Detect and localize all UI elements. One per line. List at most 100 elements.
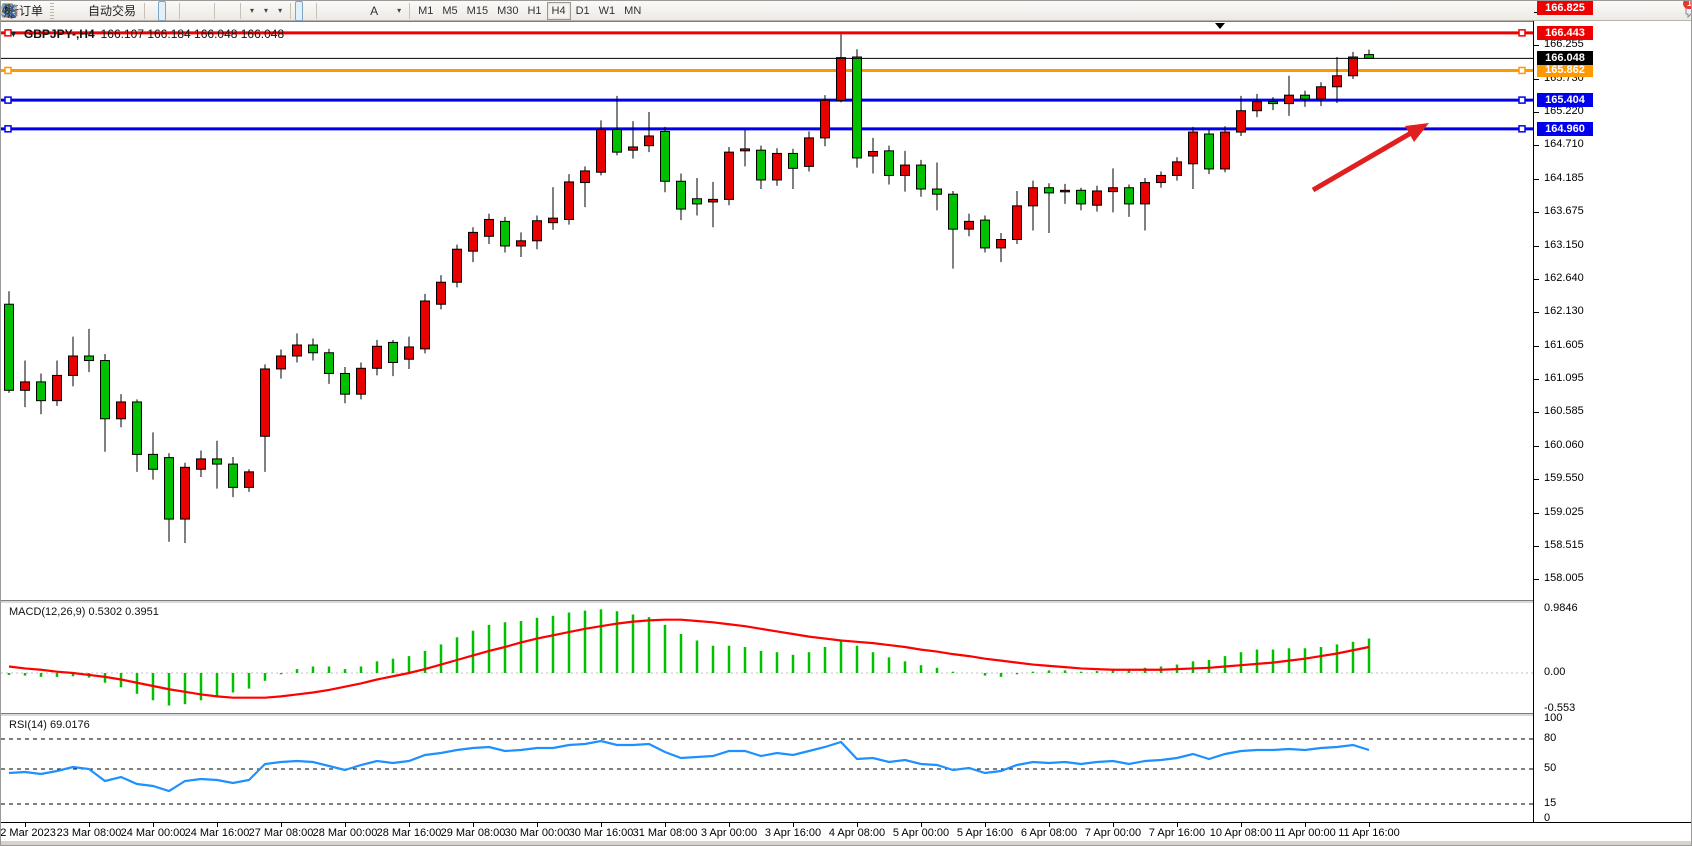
- price-tick-label: 80: [1544, 732, 1557, 744]
- market-button[interactable]: [2, 1, 65, 21]
- channel-button[interactable]: E: [2, 1, 356, 21]
- candle: [164, 457, 174, 520]
- candle: [628, 146, 638, 151]
- candle: [132, 401, 142, 455]
- notification-badge: 1: [1683, 1, 1691, 9]
- autotrading-button[interactable]: 自动交易: [2, 1, 140, 21]
- candle: [532, 220, 542, 242]
- profile-button[interactable]: [2, 1, 74, 21]
- candle: [1092, 190, 1102, 206]
- toolbar: 新订单 自动交易: [1, 1, 1691, 21]
- price-tick-mark: [1534, 411, 1539, 413]
- crosshair-button[interactable]: [2, 1, 312, 21]
- trendline-button[interactable]: [3, 1, 347, 21]
- price-tick-mark: [1534, 545, 1539, 547]
- tf-m30[interactable]: M30: [497, 4, 519, 17]
- line-chart-button[interactable]: [2, 1, 175, 21]
- price-tick-label: 158.005: [1544, 571, 1584, 584]
- price-axis[interactable]: 166.765166.255165.730165.220164.710164.1…: [1534, 1, 1691, 824]
- templates-button[interactable]: ▾: [2, 1, 286, 21]
- candle: [1332, 75, 1342, 88]
- tf-h1[interactable]: H1: [527, 4, 542, 17]
- time-tick-label: 3 Apr 00:00: [700, 827, 758, 839]
- macd-pane[interactable]: [1, 602, 1533, 713]
- cursor-button[interactable]: [5, 1, 304, 21]
- tf-h4[interactable]: H4: [546, 1, 571, 20]
- arrows-objects-button[interactable]: ▾: [4, 1, 405, 21]
- search-button[interactable]: [2, 1, 1682, 21]
- horizontal-line-button[interactable]: [3, 1, 338, 21]
- price-tick-mark: [1534, 278, 1539, 280]
- candle: [500, 220, 510, 247]
- chart-shift-button[interactable]: [2, 1, 236, 21]
- candle: [948, 193, 958, 230]
- tf-m15[interactable]: M15: [466, 4, 489, 17]
- tf-mn[interactable]: MN: [624, 4, 642, 17]
- price-tick-label: 100: [1544, 712, 1563, 724]
- pane-separator[interactable]: [1, 713, 1533, 717]
- candle: [788, 152, 798, 169]
- trend-arrow: [1311, 130, 1413, 193]
- time-tick-label: 10 Apr 08:00: [1209, 827, 1273, 839]
- price-tick-mark: [1534, 12, 1539, 14]
- candle: [1012, 205, 1022, 241]
- signal-button[interactable]: [1, 1, 83, 21]
- candle: [564, 181, 574, 220]
- time-tick-label: 4 Apr 08:00: [828, 827, 886, 839]
- candlestick-chart-button[interactable]: [2, 1, 167, 21]
- time-axis[interactable]: 22 Mar 2023 23 Mar 08:00 24 Mar 00:00 24 Ma…: [1, 822, 1691, 842]
- candle: [980, 219, 990, 249]
- rsi-pane[interactable]: [1, 715, 1533, 822]
- tf-d1[interactable]: D1: [575, 4, 590, 17]
- candle: [676, 180, 686, 210]
- candle: [612, 128, 622, 153]
- zoom-out-button[interactable]: [2, 1, 201, 21]
- price-tick-label: 0.00: [1544, 666, 1566, 678]
- tile-windows-button[interactable]: [2, 1, 210, 21]
- candle: [900, 164, 910, 176]
- time-tick-mark: [473, 823, 474, 827]
- candle: [36, 381, 46, 402]
- symbol-dropdown-icon: ▼: [9, 29, 18, 39]
- main-chart-pane[interactable]: [1, 21, 1533, 600]
- time-tick-mark: [1049, 823, 1050, 827]
- tf-w1[interactable]: W1: [598, 4, 616, 17]
- tf-m1[interactable]: M1: [418, 4, 434, 17]
- fibonacci-button[interactable]: F: [3, 1, 365, 21]
- toolbar-grip: [50, 2, 55, 19]
- candle: [692, 198, 702, 205]
- text-button[interactable]: A: [366, 1, 382, 21]
- time-tick-label: 5 Apr 00:00: [892, 827, 950, 839]
- candle: [1028, 187, 1038, 207]
- price-tick-mark: [1534, 211, 1539, 213]
- vertical-line-button[interactable]: [8, 1, 329, 21]
- pane-separator[interactable]: [1, 600, 1533, 604]
- auto-scroll-button[interactable]: [2, 1, 227, 21]
- indicators-button[interactable]: ▾: [2, 1, 258, 21]
- text-label-button[interactable]: T: [2, 1, 391, 21]
- candle: [68, 355, 78, 376]
- candle: [516, 240, 526, 247]
- notifications-button[interactable]: 1: [1683, 1, 1691, 21]
- candle: [196, 458, 206, 470]
- time-tick-mark: [729, 823, 730, 827]
- candle: [260, 368, 270, 437]
- toolbar-separator: [214, 2, 216, 19]
- candle: [468, 231, 478, 252]
- tf-m5[interactable]: M5: [442, 4, 458, 17]
- candle: [1140, 182, 1150, 205]
- periods-button[interactable]: ▾: [2, 1, 272, 21]
- time-tick-mark: [985, 823, 986, 827]
- zoom-in-button[interactable]: [2, 1, 192, 21]
- macd-signal-line: [8, 618, 1370, 699]
- line-anchor: [4, 96, 12, 104]
- time-tick-mark: [1177, 823, 1178, 827]
- time-tick-label: 30 Mar 16:00: [568, 827, 634, 839]
- time-tick-label: 24 Mar 16:00: [184, 827, 250, 839]
- line-anchor: [1518, 125, 1526, 133]
- bar-chart-button[interactable]: [2, 1, 157, 21]
- candle: [772, 152, 782, 181]
- time-tick-label: 23 Mar 08:00: [56, 827, 122, 839]
- candle: [1172, 161, 1182, 176]
- candle: [1188, 131, 1198, 165]
